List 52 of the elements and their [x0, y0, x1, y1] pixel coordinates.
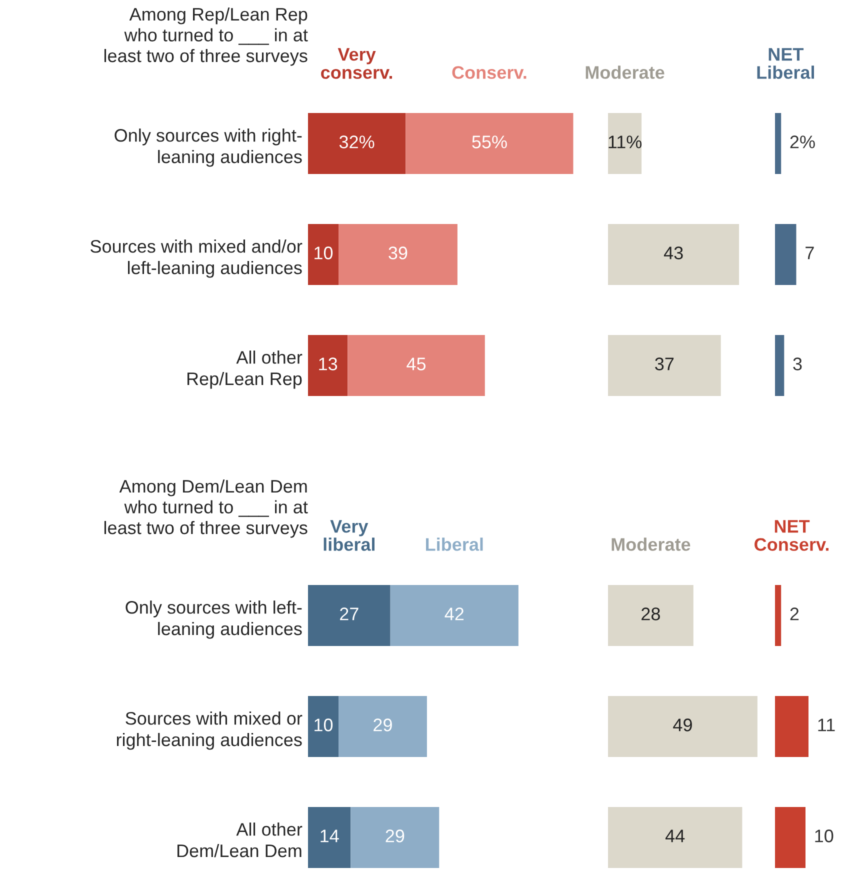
bar	[338, 696, 427, 758]
text: NET Conserv.	[754, 520, 828, 551]
y-tick-label: Sources with mixed and/or left-leaning audiences	[90, 240, 302, 278]
y-tick-label: Only sources with right- leaning audiences	[114, 128, 302, 167]
series-label: Very conserv.	[321, 48, 392, 79]
series-label: Conserv.	[452, 66, 526, 79]
bar	[308, 224, 338, 286]
data-label: 43	[664, 246, 683, 260]
chart-title: Among Rep/Lean Rep who turned to ___ in at least two of three surveys	[104, 7, 308, 66]
bar	[338, 224, 458, 286]
data-label: 11%	[608, 136, 642, 148]
data-label: 11	[818, 718, 835, 732]
data-label: 42	[444, 608, 464, 620]
data-label: 13	[319, 358, 338, 370]
bar	[350, 806, 440, 868]
chart-title: Among Dem/Lean Dem who turned to ___ in at least two of three surveys	[104, 479, 308, 538]
bar	[308, 696, 338, 758]
series-label: Very liberal	[324, 520, 374, 551]
data-label: 44	[665, 830, 685, 842]
data-label: 49	[673, 718, 692, 732]
data-label: 28	[642, 608, 660, 620]
bar	[406, 112, 574, 174]
data-label: 32%	[339, 136, 374, 148]
bar	[308, 806, 351, 868]
bar	[308, 334, 348, 396]
data-label: 3	[793, 358, 802, 370]
data-label: 2%	[790, 136, 815, 148]
data-label: 10	[815, 830, 834, 842]
data-label: 55%	[472, 136, 507, 148]
data-label: 10	[314, 718, 333, 732]
y-tick-label: All other Dem/Lean Dem	[177, 822, 302, 858]
data-label: 29	[386, 830, 404, 842]
data-label: 10	[314, 246, 333, 260]
data-label: 14	[320, 830, 339, 842]
text: NET Liberal	[757, 48, 814, 79]
data-label: 37	[655, 358, 674, 370]
y-tick-label: Only sources with left- leaning audiences	[126, 600, 302, 639]
data-label: 39	[388, 246, 408, 260]
data-label: 7	[806, 246, 814, 260]
data-label: 29	[374, 718, 392, 732]
text: Moderate	[586, 66, 664, 79]
bar	[348, 334, 485, 396]
y-tick-label: All other Rep/Lean Rep	[187, 350, 302, 389]
data-label: 45	[406, 358, 426, 370]
bar	[308, 584, 390, 646]
y-tick-label: Sources with mixed or right-leaning audiences	[116, 712, 302, 750]
bar	[390, 584, 518, 646]
series-label: Moderate	[612, 538, 690, 551]
bar	[308, 112, 406, 174]
series-label: Liberal	[426, 538, 483, 551]
data-label: 2	[790, 608, 799, 620]
data-label: 27	[340, 608, 358, 620]
